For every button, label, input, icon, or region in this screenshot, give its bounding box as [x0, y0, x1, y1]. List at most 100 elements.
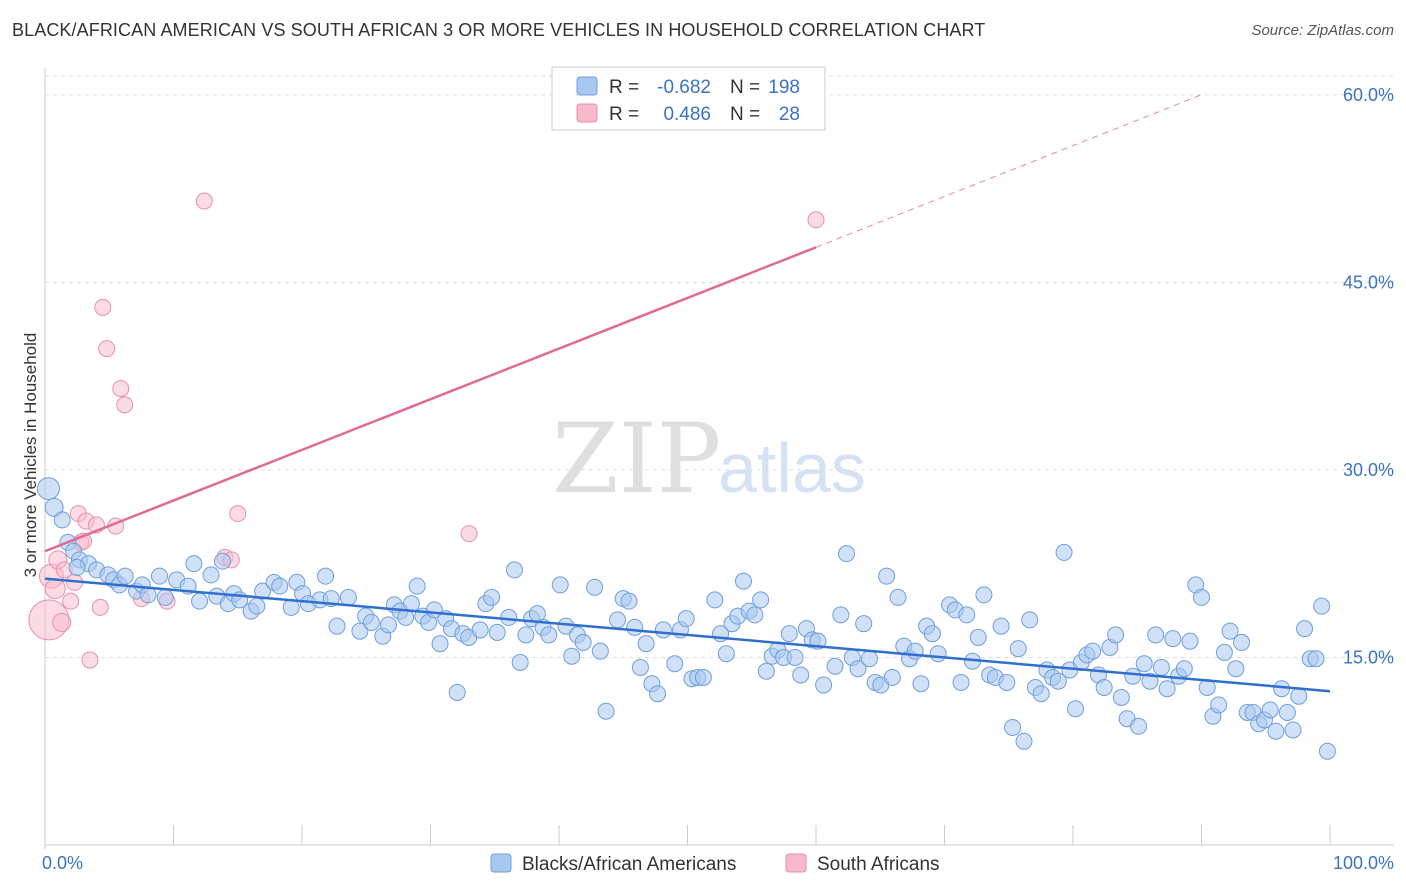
south-africans-point — [195, 192, 213, 210]
blacks-point — [1284, 721, 1302, 739]
blacks-point — [752, 591, 770, 609]
blacks-point — [1313, 597, 1331, 615]
x-tick-label-max: 100.0% — [1333, 853, 1394, 873]
blacks-point — [706, 591, 724, 609]
blacks-trend-line — [44, 577, 1331, 693]
blacks-point — [1210, 696, 1228, 714]
blacks-point — [1124, 667, 1142, 685]
blacks-point — [1307, 650, 1325, 668]
blacks-point — [511, 653, 529, 671]
blacks-point — [362, 613, 380, 631]
south-africans-point — [81, 651, 99, 669]
y-tick-label: 60.0% — [1343, 85, 1394, 105]
y-tick-label: 30.0% — [1343, 460, 1394, 480]
stats-legend: R = -0.682 N = 198 R = 0.486 N = 28 — [551, 66, 826, 131]
blacks-point — [597, 702, 615, 720]
blacks-point — [1261, 701, 1279, 719]
series-legend: Blacks/African Americans South Africans — [490, 853, 940, 875]
y-tick-label: 45.0% — [1343, 272, 1394, 292]
blacks-point — [574, 633, 592, 651]
blacks-point — [860, 650, 878, 668]
blacks-point — [191, 592, 209, 610]
blacks-point — [328, 617, 346, 635]
blacks-point — [631, 658, 649, 676]
blacks-point — [1049, 672, 1067, 690]
blacks-point — [448, 683, 466, 701]
watermark-zip: ZIP — [552, 403, 721, 515]
blacks-point — [151, 567, 169, 585]
legend-r-label-1: R = — [609, 77, 639, 98]
south-africans-point — [112, 380, 130, 398]
blacks-point — [912, 675, 930, 693]
blacks-point — [156, 588, 174, 606]
blacks-point — [620, 592, 638, 610]
blacks-point — [923, 625, 941, 643]
blacks-point — [254, 582, 272, 600]
series-legend-swatch-blue — [490, 853, 512, 873]
blacks-point — [53, 511, 71, 529]
south-africans-trend-line — [44, 246, 817, 553]
watermark-atlas: atlas — [718, 429, 866, 507]
blacks-point — [1164, 630, 1182, 648]
blacks-point — [563, 647, 581, 665]
y-tick-label: 15.0% — [1343, 647, 1394, 667]
blacks-point — [1215, 643, 1233, 661]
blacks-point — [832, 606, 850, 624]
blacks-point — [975, 586, 993, 604]
blacks-point — [431, 635, 449, 653]
blacks-point — [271, 577, 289, 595]
south-africans-point — [229, 505, 247, 523]
blacks-point — [1032, 685, 1050, 703]
blacks-point — [757, 662, 775, 680]
blacks-point — [958, 606, 976, 624]
blacks-point — [1107, 626, 1125, 644]
blacks-point — [44, 497, 64, 517]
blacks-point — [889, 588, 907, 606]
blacks-point — [1015, 732, 1033, 750]
blacks-point — [1233, 633, 1251, 651]
blacks-point — [906, 642, 924, 660]
blacks-point — [666, 655, 684, 673]
blacks-point — [248, 597, 266, 615]
blacks-point — [1095, 678, 1113, 696]
blacks-point — [483, 588, 501, 606]
blacks-point — [1141, 672, 1159, 690]
grid-lines — [45, 75, 1394, 658]
blacks-point — [838, 545, 856, 563]
blacks-point — [586, 578, 604, 596]
blacks-point — [878, 567, 896, 585]
south-africans-point — [460, 525, 478, 543]
blacks-point — [471, 621, 489, 639]
legend-r-label-2: R = — [609, 104, 639, 125]
blacks-point — [746, 606, 764, 624]
legend-swatch-blue — [576, 76, 598, 96]
series-legend-label-blue: Blacks/African Americans — [522, 854, 736, 875]
blacks-point — [1221, 622, 1239, 640]
blacks-point — [1004, 718, 1022, 736]
blacks-point — [185, 555, 203, 573]
blacks-point — [339, 588, 357, 606]
source-credit: Source: ZipAtlas.com — [1251, 22, 1394, 39]
blacks-point — [36, 477, 60, 501]
legend-n-label-1: N = — [730, 77, 760, 98]
south-africans-point — [94, 298, 112, 316]
trend-lines — [44, 94, 1331, 693]
legend-n-label-2: N = — [730, 104, 760, 125]
blacks-point — [694, 668, 712, 686]
legend-n-value-1: 198 — [768, 77, 800, 98]
south-africans-point — [52, 612, 72, 632]
blacks-point — [677, 610, 695, 628]
blacks-point — [1296, 620, 1314, 638]
south-africans-point — [807, 211, 825, 229]
blacks-point — [952, 673, 970, 691]
blacks-point — [1135, 655, 1153, 673]
legend-r-value-2: 0.486 — [663, 104, 711, 125]
blacks-point — [649, 685, 667, 703]
blacks-point — [792, 666, 810, 684]
blacks-point — [1084, 642, 1102, 660]
blacks-point — [626, 618, 644, 636]
legend-r-value-1: -0.682 — [657, 77, 711, 98]
south-africans-point — [62, 592, 80, 610]
blacks-point — [734, 572, 752, 590]
